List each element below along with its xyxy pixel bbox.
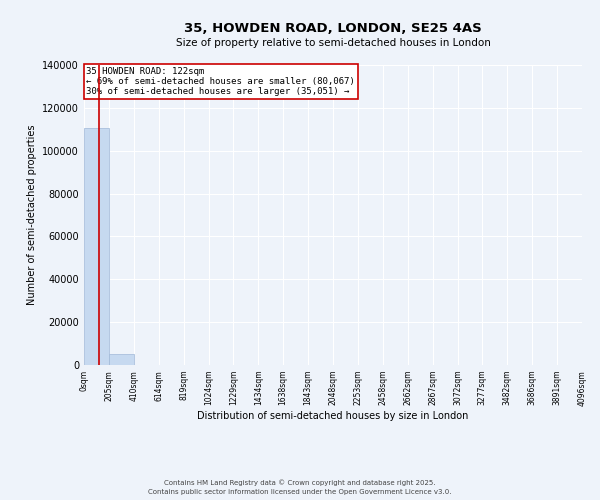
X-axis label: Distribution of semi-detached houses by size in London: Distribution of semi-detached houses by … bbox=[197, 411, 469, 421]
Bar bbox=[84, 128, 109, 365]
Text: 35, HOWDEN ROAD, LONDON, SE25 4AS: 35, HOWDEN ROAD, LONDON, SE25 4AS bbox=[184, 22, 482, 36]
Text: Contains public sector information licensed under the Open Government Licence v3: Contains public sector information licen… bbox=[148, 489, 452, 495]
Text: 35 HOWDEN ROAD: 122sqm
← 69% of semi-detached houses are smaller (80,067)
30% of: 35 HOWDEN ROAD: 122sqm ← 69% of semi-det… bbox=[86, 66, 355, 96]
Text: Contains HM Land Registry data © Crown copyright and database right 2025.: Contains HM Land Registry data © Crown c… bbox=[164, 480, 436, 486]
Text: Size of property relative to semi-detached houses in London: Size of property relative to semi-detach… bbox=[176, 38, 490, 48]
Bar bbox=[109, 354, 134, 365]
Y-axis label: Number of semi-detached properties: Number of semi-detached properties bbox=[27, 124, 37, 305]
